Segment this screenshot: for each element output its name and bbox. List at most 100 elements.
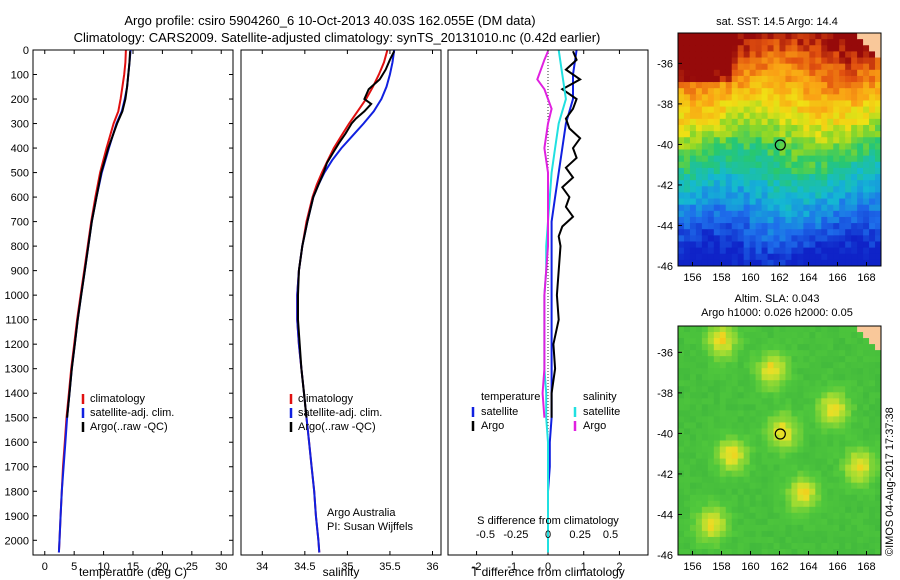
map-cell bbox=[713, 69, 721, 77]
map-cell bbox=[695, 524, 703, 532]
map-cell bbox=[791, 137, 799, 144]
y-tick-label: 800 bbox=[11, 241, 29, 253]
map-cell bbox=[863, 482, 870, 490]
map-cell bbox=[737, 434, 745, 442]
map-cell bbox=[791, 33, 799, 40]
map-cell bbox=[791, 350, 799, 357]
map-cell bbox=[695, 167, 703, 175]
map-cell bbox=[689, 476, 697, 484]
map-x-tick-label: 164 bbox=[799, 272, 817, 284]
map-cell bbox=[767, 398, 775, 405]
map-cell bbox=[683, 476, 691, 484]
map-cell bbox=[773, 344, 781, 351]
map-cell bbox=[815, 344, 822, 351]
map-cell bbox=[779, 410, 787, 417]
map-cell bbox=[707, 428, 715, 436]
map-cell bbox=[713, 446, 721, 454]
map-cell bbox=[725, 229, 733, 236]
map-cell bbox=[713, 192, 721, 200]
map-cell bbox=[701, 410, 709, 417]
map-cell bbox=[845, 63, 852, 71]
map-cell bbox=[827, 542, 834, 550]
map-cell bbox=[857, 332, 864, 339]
map-cell bbox=[845, 470, 852, 478]
map-cell bbox=[827, 235, 834, 243]
map-cell bbox=[713, 241, 721, 249]
map-cell bbox=[767, 326, 775, 333]
map-cell bbox=[791, 416, 799, 424]
map-cell bbox=[755, 247, 763, 255]
map-cell bbox=[719, 386, 727, 393]
map-cell bbox=[803, 404, 810, 411]
map-cell bbox=[701, 57, 709, 65]
map-cell bbox=[767, 500, 775, 508]
map-cell bbox=[803, 39, 810, 46]
map-cell bbox=[869, 548, 876, 555]
map-cell bbox=[845, 440, 852, 448]
map-cell bbox=[713, 464, 721, 472]
map-cell bbox=[749, 410, 757, 417]
map-cell bbox=[797, 63, 804, 71]
map-cell bbox=[869, 223, 876, 230]
map-cell bbox=[827, 434, 834, 442]
map-cell bbox=[797, 69, 804, 77]
map-cell bbox=[725, 476, 733, 484]
map-cell bbox=[779, 416, 787, 424]
map-cell bbox=[767, 362, 775, 369]
map-cell bbox=[815, 210, 822, 218]
map-cell bbox=[683, 63, 691, 71]
map-cell bbox=[785, 518, 793, 526]
map-cell bbox=[809, 512, 816, 520]
map-cell bbox=[845, 422, 852, 430]
map-cell bbox=[731, 143, 739, 151]
map-cell bbox=[863, 440, 870, 448]
map-cell bbox=[737, 253, 745, 261]
map-cell bbox=[869, 198, 876, 206]
map-cell bbox=[863, 229, 870, 236]
map-cell bbox=[857, 470, 864, 478]
map-cell bbox=[827, 124, 834, 132]
map-cell bbox=[827, 137, 834, 144]
map-cell bbox=[695, 422, 703, 430]
map-cell bbox=[779, 422, 787, 430]
map-cell bbox=[863, 192, 870, 200]
map-cell bbox=[678, 82, 685, 89]
map-cell bbox=[695, 482, 703, 490]
map-cell bbox=[809, 229, 816, 236]
map-cell bbox=[851, 398, 858, 405]
map-cell bbox=[857, 216, 864, 224]
map-cell bbox=[809, 476, 816, 484]
map-cell bbox=[707, 204, 715, 212]
map-cell bbox=[857, 88, 864, 95]
map-cell bbox=[683, 88, 691, 95]
map-cell bbox=[827, 192, 834, 200]
map-cell bbox=[713, 416, 721, 424]
map-cell bbox=[725, 512, 733, 520]
map-cell bbox=[779, 174, 787, 181]
map-cell bbox=[737, 446, 745, 454]
map-y-tick-label: -46 bbox=[657, 550, 673, 562]
map-cell bbox=[869, 167, 876, 175]
map-cell bbox=[731, 536, 739, 544]
map-cell bbox=[863, 374, 870, 381]
map-cell bbox=[749, 452, 757, 460]
map-cell bbox=[701, 536, 709, 544]
map-cell bbox=[863, 100, 870, 108]
map-cell bbox=[803, 94, 810, 102]
map-cell bbox=[713, 45, 721, 52]
sst-map-grid bbox=[678, 33, 881, 266]
legend-label: climatology bbox=[298, 393, 354, 405]
map-cell bbox=[749, 82, 757, 89]
map-cell bbox=[737, 476, 745, 484]
map-cell bbox=[713, 174, 721, 181]
map-cell bbox=[755, 131, 763, 138]
map-cell bbox=[869, 259, 876, 266]
map-cell bbox=[749, 100, 757, 108]
map-cell bbox=[815, 488, 822, 496]
map-cell bbox=[791, 39, 799, 46]
map-cell bbox=[821, 338, 828, 345]
map-cell bbox=[678, 398, 685, 405]
map-cell bbox=[755, 198, 763, 206]
map-cell bbox=[803, 186, 810, 194]
map-cell bbox=[857, 124, 864, 132]
